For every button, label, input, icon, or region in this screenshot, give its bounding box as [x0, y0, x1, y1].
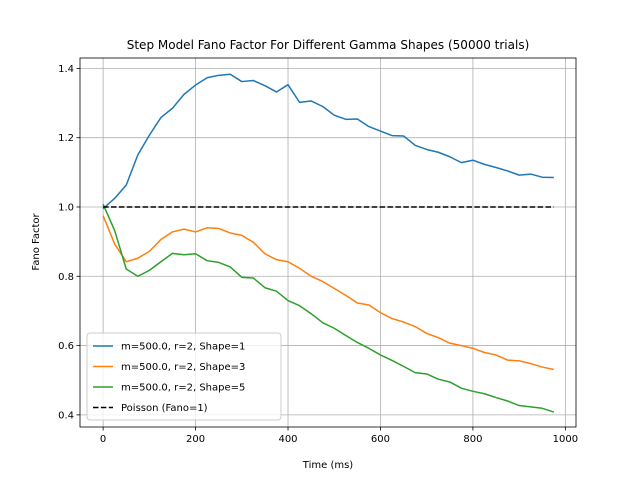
y-tick-label: 1.4: [58, 64, 74, 75]
legend-label: Poisson (Fano=1): [121, 403, 208, 414]
legend-label: m=500.0, r=2, Shape=5: [121, 383, 245, 394]
x-axis-label: Time (ms): [302, 460, 354, 471]
y-tick-label: 1.2: [58, 133, 74, 144]
series-line-3: [102, 203, 555, 413]
y-tick-label: 0.4: [58, 410, 74, 421]
legend-box: [86, 332, 282, 421]
x-axis-ticks: 0 200 400 600 800 1000: [100, 427, 578, 445]
x-tick-label: 800: [463, 434, 482, 445]
legend-label: m=500.0, r=2, Shape=3: [121, 362, 245, 373]
x-tick-label: 600: [371, 434, 390, 445]
series-lines: [102, 73, 555, 413]
chart-title: Step Model Fano Factor For Different Gam…: [127, 38, 530, 52]
y-tick-label: 1.0: [58, 202, 74, 213]
x-tick-label: 1000: [553, 434, 578, 445]
legend-label: m=500.0, r=2, Shape=1: [121, 342, 245, 353]
x-tick-label: 0: [100, 434, 106, 445]
y-axis-label: Fano Factor: [31, 213, 42, 271]
y-tick-label: 0.8: [58, 272, 74, 283]
y-tick-label: 0.6: [58, 341, 74, 352]
series-line-1: [102, 73, 554, 210]
y-axis-ticks: 0.4 0.6 0.8 1.0 1.2 1.4: [58, 64, 80, 421]
x-tick-label: 400: [278, 434, 297, 445]
series-line-2: [102, 215, 554, 371]
x-tick-label: 200: [186, 434, 205, 445]
legend: m=500.0, r=2, Shape=1 m=500.0, r=2, Shape…: [86, 332, 282, 421]
plot-frame: [79, 57, 577, 428]
